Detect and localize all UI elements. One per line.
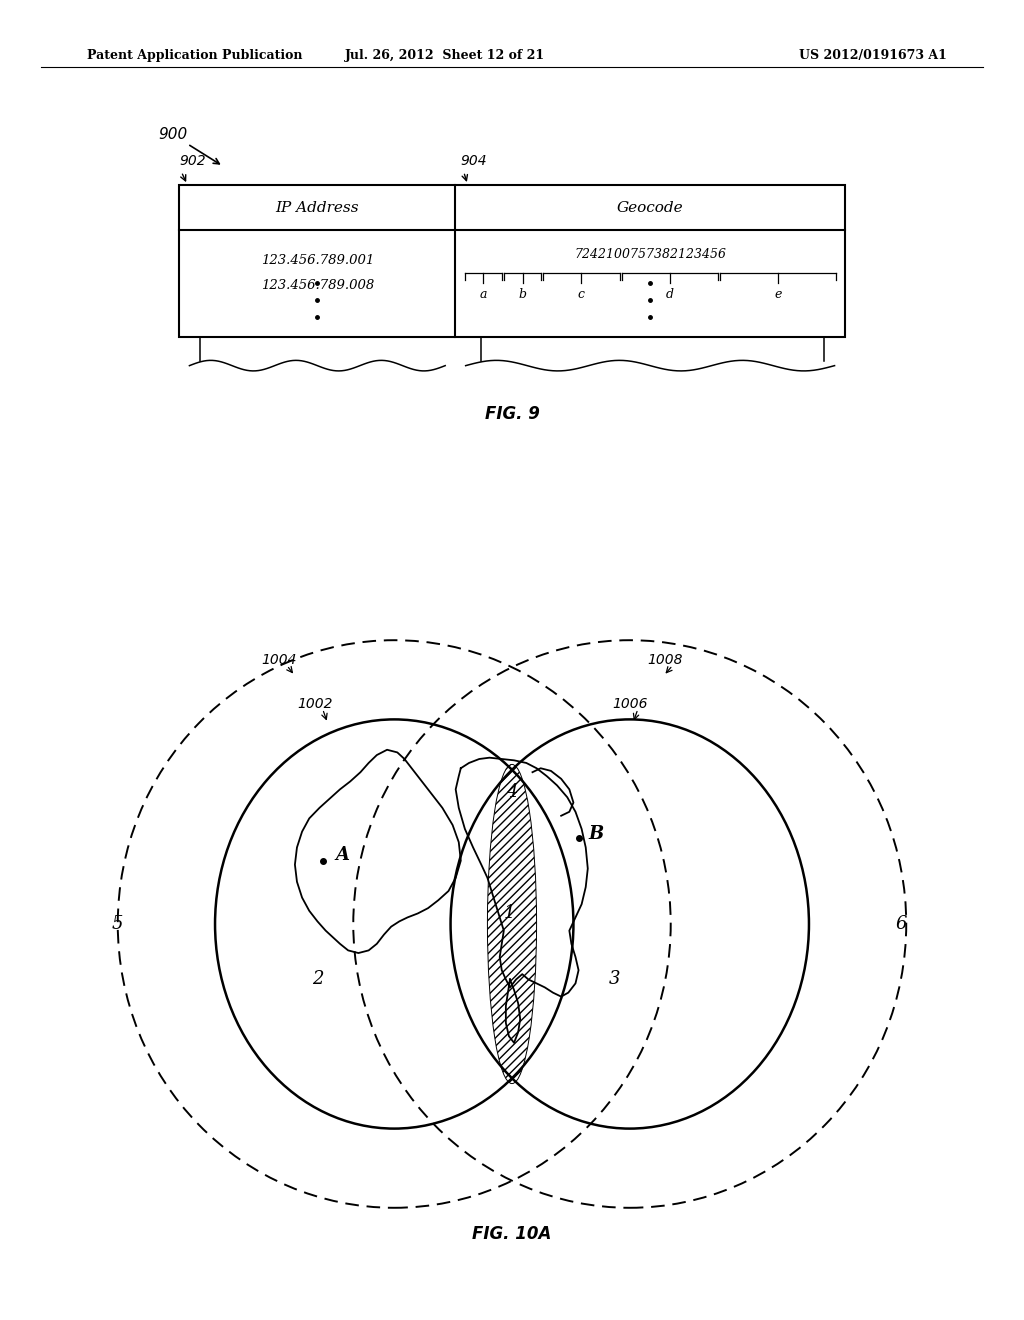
Text: b: b <box>518 288 526 301</box>
Text: 1002: 1002 <box>297 697 333 710</box>
Text: 123.456.789.008: 123.456.789.008 <box>261 279 374 292</box>
Text: e: e <box>774 288 781 301</box>
Text: a: a <box>479 288 487 301</box>
Text: IP Address: IP Address <box>275 201 359 215</box>
Text: 3: 3 <box>608 970 621 989</box>
Bar <box>179 185 845 337</box>
Text: d: d <box>666 288 674 301</box>
Text: Jul. 26, 2012  Sheet 12 of 21: Jul. 26, 2012 Sheet 12 of 21 <box>345 49 546 62</box>
Text: Patent Application Publication: Patent Application Publication <box>87 49 302 62</box>
Text: 1004: 1004 <box>261 653 297 667</box>
Text: FIG. 9: FIG. 9 <box>484 405 540 424</box>
Text: 123.456.789.001: 123.456.789.001 <box>261 253 374 267</box>
Text: A: A <box>336 846 350 865</box>
Text: 5: 5 <box>112 915 124 933</box>
Text: B: B <box>589 825 604 843</box>
Text: 6: 6 <box>895 915 907 933</box>
Text: c: c <box>578 288 585 301</box>
Text: FIG. 10A: FIG. 10A <box>472 1225 552 1243</box>
Text: 1: 1 <box>504 904 516 923</box>
Text: 7242100757382123456: 7242100757382123456 <box>574 248 726 261</box>
Text: 1008: 1008 <box>647 653 683 667</box>
Text: 1006: 1006 <box>612 697 648 710</box>
Text: Geocode: Geocode <box>616 201 683 215</box>
Text: 4: 4 <box>506 783 518 801</box>
Text: 900: 900 <box>159 127 188 143</box>
Text: US 2012/0191673 A1: US 2012/0191673 A1 <box>800 49 947 62</box>
Text: 902: 902 <box>179 153 206 168</box>
Text: 904: 904 <box>461 153 487 168</box>
Text: 2: 2 <box>311 970 324 989</box>
